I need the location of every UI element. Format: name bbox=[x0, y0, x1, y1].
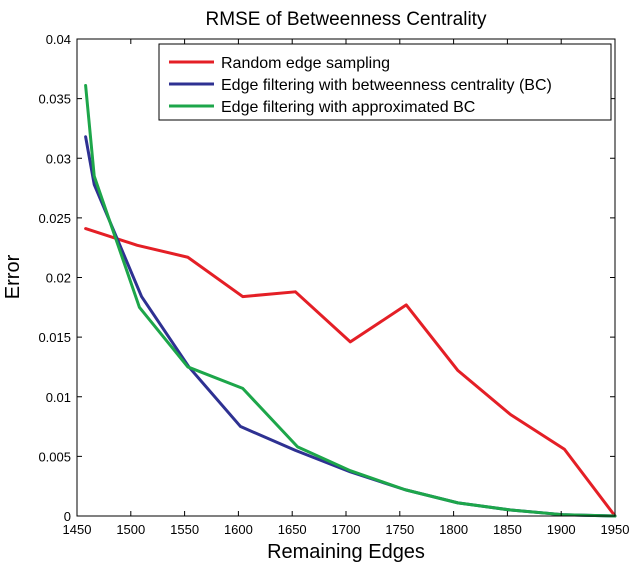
chart-title: RMSE of Betweenness Centrality bbox=[206, 9, 487, 30]
legend-box bbox=[158, 43, 612, 121]
y-tick-label: 0.035 bbox=[38, 92, 71, 107]
x-tick-label: 1900 bbox=[547, 522, 576, 537]
x-axis: 1450 1500 1550 1600 1650 1700 1750 1800 1850 1900… bbox=[63, 39, 630, 537]
x-tick-label: 1600 bbox=[224, 522, 253, 537]
y-axis: 0 0.005 0.01 0.015 0.02 0.025 0.03 0.035 0.04 bbox=[38, 32, 615, 524]
legend-label-1: Random edge sampling bbox=[221, 55, 390, 72]
x-tick-label: 1450 bbox=[63, 522, 92, 537]
legend-label-2: Edge filtering with betweenness centrali… bbox=[221, 77, 552, 94]
x-tick-label: 1650 bbox=[278, 522, 307, 537]
y-tick-label: 0.025 bbox=[38, 211, 71, 226]
x-tick-label: 1800 bbox=[439, 522, 468, 537]
y-tick-label: 0.015 bbox=[38, 330, 71, 345]
series-layer bbox=[84, 84, 617, 518]
series-line-3 bbox=[84, 84, 617, 518]
y-tick-label: 0.005 bbox=[38, 449, 71, 464]
y-tick-label: 0 bbox=[64, 509, 71, 524]
series-line-1 bbox=[84, 227, 617, 518]
x-tick-label: 1700 bbox=[332, 522, 361, 537]
x-tick-label: 1500 bbox=[116, 522, 145, 537]
x-axis-title: Remaining Edges bbox=[267, 541, 425, 563]
y-tick-label: 0.03 bbox=[46, 151, 71, 166]
x-tick-label: 1550 bbox=[170, 522, 199, 537]
x-tick-label: 1750 bbox=[385, 522, 414, 537]
legend-label-3: Edge filtering with approximated BC bbox=[221, 99, 475, 116]
y-tick-label: 0.01 bbox=[46, 390, 71, 405]
y-axis-title: Error bbox=[2, 254, 24, 299]
x-tick-label: 1950 bbox=[601, 522, 630, 537]
x-tick-label: 1850 bbox=[493, 522, 522, 537]
series-line-2 bbox=[84, 135, 617, 518]
y-tick-label: 0.02 bbox=[46, 271, 71, 286]
y-tick-label: 0.04 bbox=[46, 32, 71, 47]
legend: Random edge sampling Edge filtering with … bbox=[158, 43, 612, 121]
legend-items: Random edge sampling Edge filtering with … bbox=[169, 55, 552, 116]
